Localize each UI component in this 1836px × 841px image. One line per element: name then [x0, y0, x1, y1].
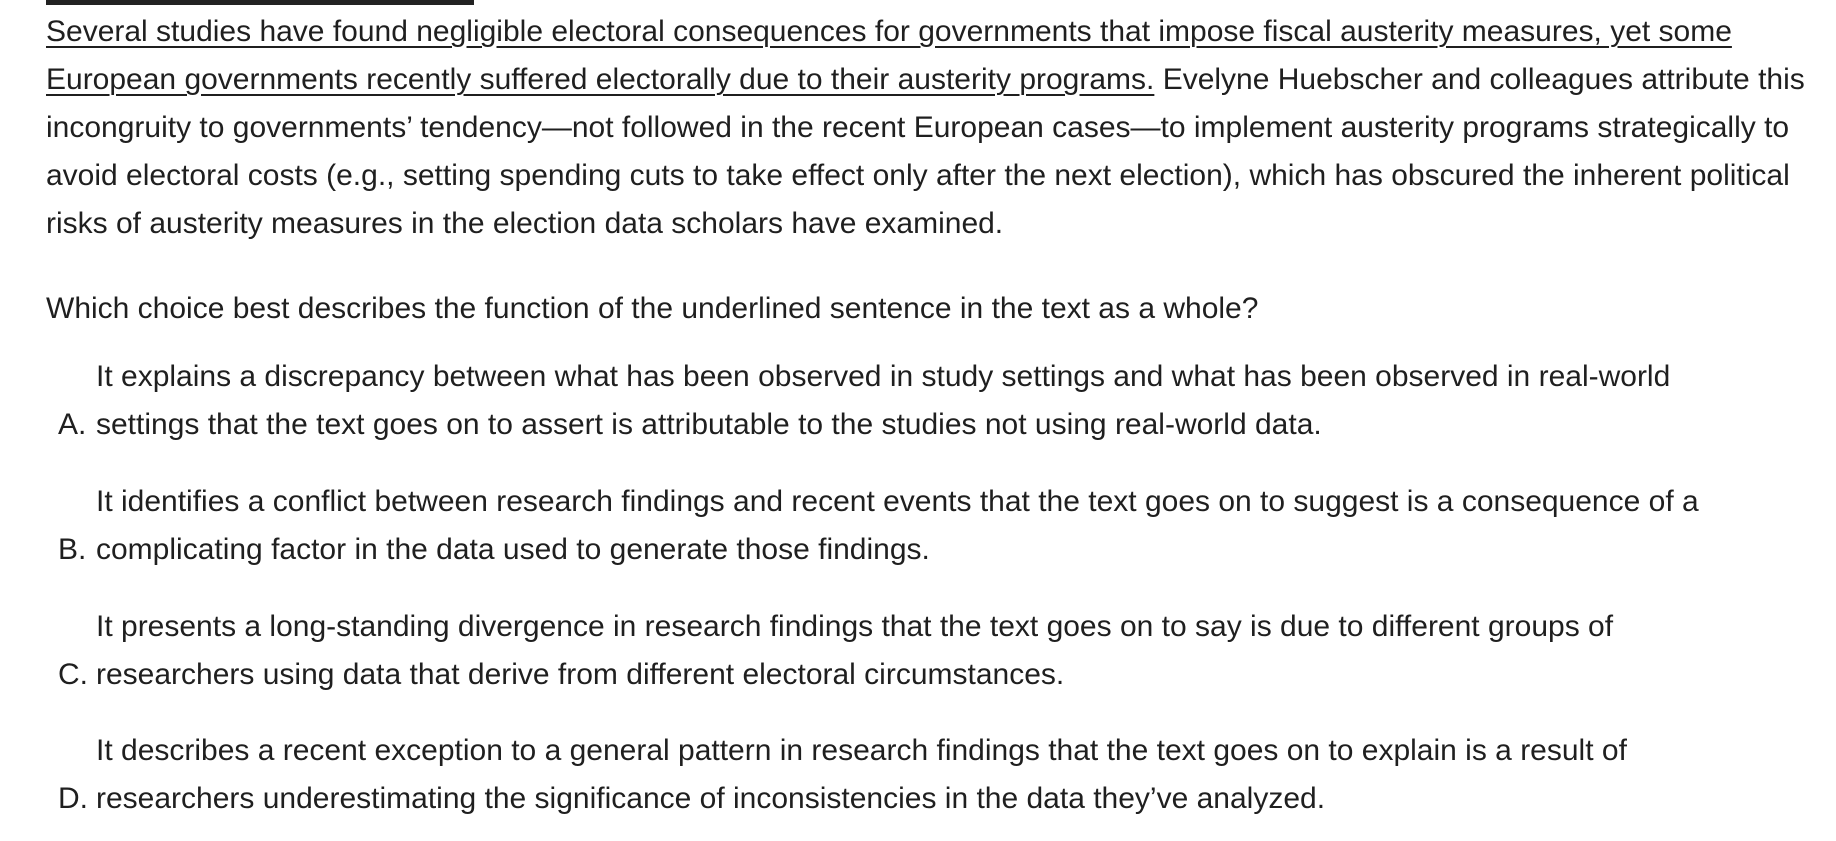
choice-text-d: It describes a recent exception to a gen…	[96, 727, 1806, 823]
top-divider-bar	[46, 0, 474, 5]
choice-text-c-line1: It presents a long-standing divergence i…	[96, 610, 1613, 643]
choice-text-b-line2: complicating factor in the data used to …	[96, 533, 930, 566]
choice-letter-c: C.	[46, 651, 96, 699]
choice-text-b: It identifies a conflict between researc…	[96, 478, 1806, 574]
answer-choice-d[interactable]: D. It describes a recent exception to a …	[46, 727, 1806, 823]
choice-text-d-line1: It describes a recent exception to a gen…	[96, 734, 1627, 767]
choice-text-c-line2: researchers using data that derive from …	[96, 658, 1064, 691]
answer-choice-c[interactable]: C. It presents a long-standing divergenc…	[46, 603, 1806, 699]
answer-choice-a[interactable]: A. It explains a discrepancy between wha…	[46, 353, 1806, 449]
choice-letter-d: D.	[46, 775, 96, 823]
answer-choice-b[interactable]: B. It identifies a conflict between rese…	[46, 478, 1806, 574]
choice-text-c: It presents a long-standing divergence i…	[96, 603, 1806, 699]
passage-text: Several studies have found negligible el…	[46, 8, 1816, 248]
question-prompt: Which choice best describes the function…	[46, 285, 1258, 333]
choice-letter-a: A.	[46, 401, 96, 449]
choice-text-a-line2: settings that the text goes on to assert…	[96, 408, 1322, 441]
choice-text-b-line1: It identifies a conflict between researc…	[96, 485, 1699, 518]
choice-text-d-line2: researchers underestimating the signific…	[96, 782, 1325, 815]
choice-letter-b: B.	[46, 526, 96, 574]
choice-text-a-line1: It explains a discrepancy between what h…	[96, 360, 1670, 393]
choice-text-a: It explains a discrepancy between what h…	[96, 353, 1806, 449]
